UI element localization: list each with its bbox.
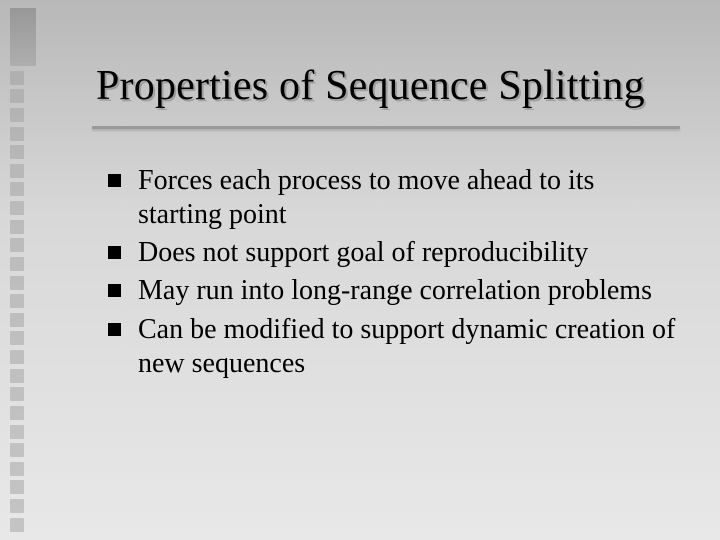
bullet-item: Forces each process to move ahead to its… (108, 164, 680, 232)
bullet-item: Does not support goal of reproducibility (108, 236, 680, 270)
slide-title: Properties of Sequence Splitting (96, 62, 680, 110)
slide-container: Properties of Sequence Splitting Propert… (0, 0, 720, 540)
title-divider (92, 126, 680, 129)
bullet-list: Forces each process to move ahead to its… (96, 164, 680, 381)
bullet-item: May run into long-range correlation prob… (108, 274, 680, 308)
bullet-item: Can be modified to support dynamic creat… (108, 313, 680, 381)
